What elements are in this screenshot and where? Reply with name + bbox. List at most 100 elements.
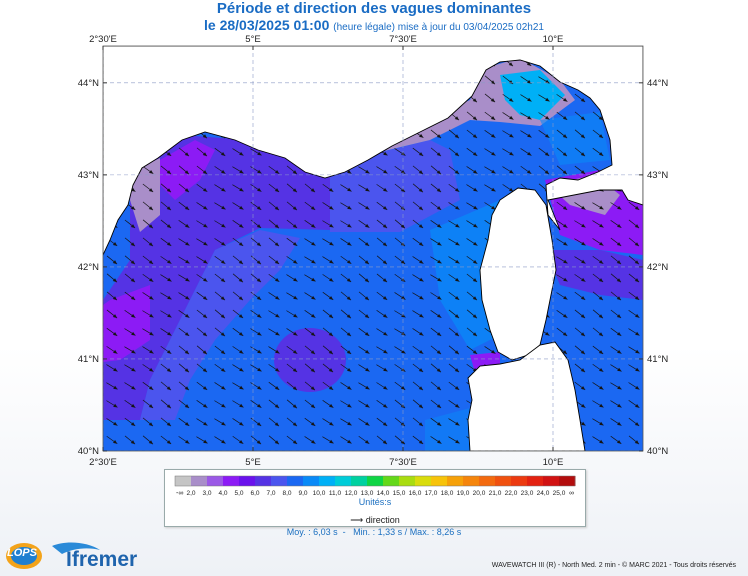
arrow-head: [184, 386, 189, 391]
arrow-head: [185, 223, 190, 228]
arrow-head: [418, 422, 424, 427]
arrow-head: [112, 278, 117, 283]
colorbar-swatch: [239, 476, 256, 486]
ifremer-logo: [52, 542, 100, 554]
colorbar-swatch: [335, 476, 352, 486]
arrow-head: [454, 332, 459, 337]
arrow-head: [166, 440, 172, 444]
arrow-head: [166, 422, 172, 427]
arrow-head: [418, 404, 423, 409]
arrow-head: [166, 224, 172, 229]
arrow-head: [418, 242, 424, 246]
arrow-head: [184, 188, 190, 193]
arrow-head: [383, 151, 388, 156]
arrow-head: [473, 223, 478, 228]
arrow-head: [455, 259, 460, 264]
arrow-head: [256, 440, 262, 445]
arrow-head: [310, 422, 316, 426]
arrow-head: [203, 403, 208, 408]
arrow-head: [635, 403, 640, 408]
arrow-head: [292, 404, 297, 409]
arrow-head: [563, 277, 568, 282]
arrow-head: [383, 313, 388, 318]
axis-labels: 2°30'E 2°30'E 5°E 5°E 7°30'E 7°30'E 10°E 10°E 44…: [78, 34, 669, 468]
arrow-head: [472, 134, 478, 139]
arrow-head: [221, 259, 226, 264]
lat-tick-label: 43°N: [647, 170, 668, 181]
arrow-head: [347, 169, 352, 174]
arrow-head: [580, 134, 585, 139]
arrow-head: [256, 242, 261, 247]
arrow-head: [293, 277, 298, 282]
arrow-head: [472, 116, 477, 121]
arrow-head: [581, 241, 586, 246]
arrow-head: [113, 403, 118, 408]
arrow-head: [167, 349, 172, 354]
arrow-head: [256, 278, 262, 283]
arrow-head: [220, 350, 226, 354]
arrow-head: [616, 439, 622, 444]
arrow-head: [148, 277, 154, 282]
arrow-head: [220, 296, 226, 301]
arrow-head: [562, 116, 568, 120]
arrow-head: [581, 205, 586, 210]
arrow-head: [527, 97, 532, 102]
arrow-head: [491, 205, 496, 210]
arrow-head: [545, 79, 550, 84]
arrow-head: [238, 439, 244, 444]
arrow-head: [491, 169, 496, 174]
colorbar-swatch: [479, 476, 496, 486]
arrow-head: [418, 368, 424, 372]
arrow-head: [580, 170, 586, 174]
arrow-head: [490, 116, 496, 120]
arrow-head: [220, 314, 225, 319]
arrow-head: [473, 205, 478, 210]
arrow-head: [347, 385, 352, 390]
page-title: Période et direction des vagues dominant…: [216, 0, 532, 17]
arrow-head: [221, 169, 226, 174]
arrow-head: [617, 385, 622, 390]
arrow-head: [545, 115, 550, 120]
arrow-head: [292, 206, 297, 211]
arrow-head: [401, 331, 406, 336]
arrow-head: [347, 439, 352, 444]
arrow-head: [292, 349, 298, 354]
arrow-head: [238, 278, 243, 283]
arrow-head: [562, 134, 568, 139]
arrow-head: [563, 313, 568, 318]
arrow-head: [599, 439, 604, 444]
arrow-head: [221, 241, 226, 246]
lon-tick-label: 7°30'E: [389, 34, 417, 45]
arrow-head: [365, 169, 370, 174]
arrow-head: [221, 403, 226, 408]
colorbar-swatch: [463, 476, 480, 486]
colorbar-max-label: ∞: [569, 490, 574, 497]
arrow-head: [454, 314, 460, 319]
france-coast: [103, 46, 643, 256]
arrow-head: [274, 260, 280, 264]
arrow-head: [131, 367, 136, 372]
lat-tick-label: 41°N: [647, 354, 668, 365]
lon-tick-label: 2°30'E: [89, 34, 117, 45]
arrow-head: [364, 314, 370, 319]
arrow-head: [257, 367, 262, 372]
arrow-head: [184, 152, 189, 157]
arrow-head: [239, 151, 244, 156]
arrow-head: [400, 440, 405, 445]
colorbar-swatch: [287, 476, 304, 486]
arrow-head: [617, 403, 622, 408]
arrow-head: [599, 367, 604, 372]
arrow-head: [113, 349, 118, 354]
arrow-head: [166, 188, 171, 193]
arrow-head: [346, 350, 352, 354]
arrow-head: [275, 331, 280, 336]
colorbar-tick-label: 6,0: [250, 490, 259, 497]
arrow-head: [148, 440, 153, 445]
arrow-head: [238, 260, 244, 265]
arrow-head: [310, 188, 316, 193]
arrow-head: [329, 439, 334, 444]
arrow-head: [311, 439, 316, 444]
arrow-head: [256, 296, 262, 300]
arrow-head: [436, 152, 441, 157]
arrow-head: [634, 206, 640, 210]
